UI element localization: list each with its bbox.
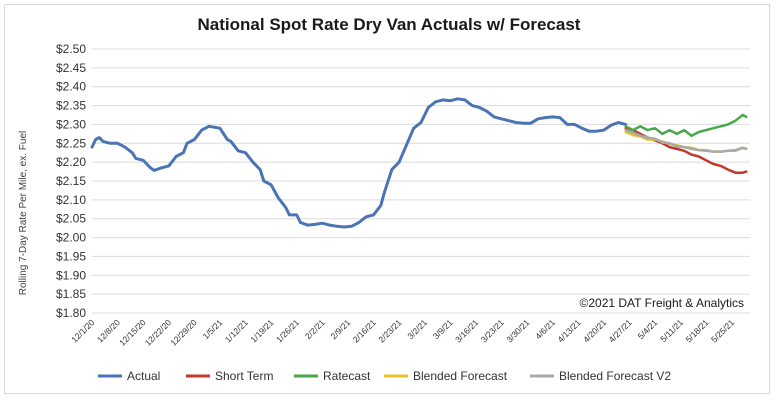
x-tick-label: 2/16/21: [351, 317, 378, 344]
x-tick-label: 2/23/21: [376, 317, 403, 344]
y-tick-label: $1.90: [56, 268, 86, 282]
series-lines: [90, 97, 748, 229]
x-tick-label: 4/6/21: [533, 317, 557, 341]
x-tick-label: 5/4/21: [636, 317, 660, 341]
legend-label: Blended Forecast V2: [559, 369, 671, 383]
y-tick-label: $2.20: [56, 155, 86, 169]
x-tick-label: 12/29/20: [168, 317, 199, 348]
y-tick-label: $1.80: [56, 306, 86, 320]
y-tick-label: $2.50: [56, 42, 86, 56]
x-tick-label: 5/18/21: [683, 317, 710, 344]
legend-label: Ratecast: [323, 369, 371, 383]
y-tick-label: $2.15: [56, 174, 86, 188]
y-axis-label: Rolling 7-Day Rate Per Mile, ex. Fuel: [18, 131, 29, 296]
y-tick-label: $2.25: [56, 136, 86, 150]
legend-label: Short Term: [215, 369, 273, 383]
chart-frame: [4, 4, 770, 394]
y-tick-label: $2.35: [56, 99, 86, 113]
legend-label: Actual: [127, 369, 160, 383]
x-tick-label: 4/20/21: [581, 317, 608, 344]
y-tick-label: $2.45: [56, 61, 86, 75]
x-tick-label: 4/27/21: [607, 317, 634, 344]
x-tick-label: 12/1/20: [69, 317, 96, 344]
y-axis-ticks: $2.50 $2.45 $2.40 $2.35 $2.30 $2.25 $2.20 $2.15…: [56, 42, 86, 320]
x-tick-label: 3/23/21: [479, 317, 506, 344]
x-tick-label: 3/16/21: [453, 317, 480, 344]
chart-title: National Spot Rate Dry Van Actuals w/ Fo…: [198, 15, 581, 34]
legend-label: Blended Forecast: [413, 369, 508, 383]
y-tick-label: $1.95: [56, 249, 86, 263]
x-tick-label: 12/22/20: [143, 317, 174, 348]
x-tick-label: 3/9/21: [431, 317, 455, 341]
x-tick-label: 5/11/21: [658, 317, 685, 344]
y-tick-label: $2.10: [56, 193, 86, 207]
x-tick-label: 1/26/21: [274, 317, 301, 344]
x-tick-label: 3/30/21: [504, 317, 531, 344]
series-line-ratecast: [624, 113, 748, 137]
y-tick-label: $2.00: [56, 231, 86, 245]
x-tick-label: 1/5/21: [201, 317, 225, 341]
x-tick-label: 2/2/21: [303, 317, 327, 341]
x-tick-label: 3/2/21: [405, 317, 429, 341]
x-tick-label: 12/15/20: [117, 317, 148, 348]
x-tick-label: 4/13/21: [555, 317, 582, 344]
x-tick-label: 2/9/21: [329, 317, 353, 341]
y-tick-label: $2.40: [56, 80, 86, 94]
y-tick-label: $2.05: [56, 212, 86, 226]
y-tick-label: $1.85: [56, 287, 86, 301]
legend: Actual Short Term Ratecast Blended Forecast…: [98, 369, 671, 383]
copyright-annotation: ©2021 DAT Freight & Analytics: [580, 296, 744, 310]
series-line-actual: [90, 97, 628, 229]
x-tick-label: 5/25/21: [709, 317, 736, 344]
series-line-blended-forecast-v2: [624, 128, 748, 153]
x-tick-label: 1/12/21: [223, 317, 250, 344]
y-tick-label: $2.30: [56, 117, 86, 131]
gridlines: [92, 48, 750, 314]
x-tick-label: 1/19/21: [248, 317, 275, 344]
